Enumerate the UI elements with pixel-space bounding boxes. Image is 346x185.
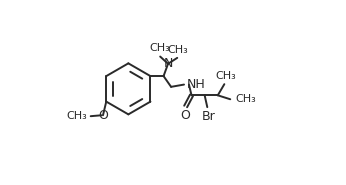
Text: NH: NH [187, 78, 206, 91]
Text: CH₃: CH₃ [168, 45, 189, 55]
Text: O: O [180, 109, 190, 122]
Text: CH₃: CH₃ [150, 43, 171, 53]
Text: CH₃: CH₃ [236, 94, 256, 104]
Text: O: O [98, 109, 108, 122]
Text: CH₃: CH₃ [66, 111, 87, 121]
Text: CH₃: CH₃ [215, 71, 236, 81]
Text: Br: Br [201, 110, 215, 123]
Text: N: N [163, 57, 173, 70]
